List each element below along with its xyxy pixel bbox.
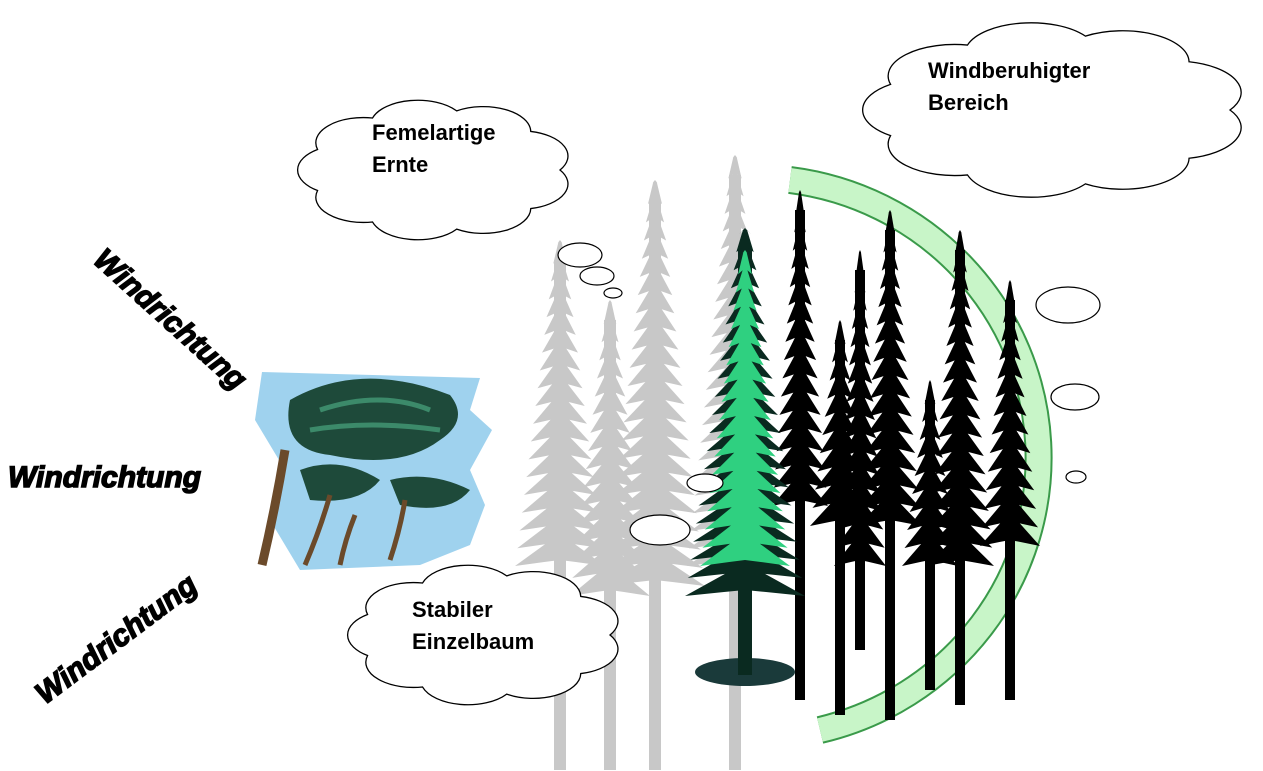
thought-bubble bbox=[1051, 384, 1099, 410]
cloud bbox=[863, 23, 1241, 197]
thought-bubble bbox=[558, 243, 602, 267]
cloud-label: Bereich bbox=[928, 90, 1009, 115]
wind-labels: Windrichtung Windrichtung Windrichtung bbox=[8, 243, 253, 711]
thought-bubble bbox=[630, 515, 690, 545]
thought-bubble bbox=[687, 474, 723, 492]
storm-picture bbox=[255, 372, 492, 570]
forest-trees bbox=[772, 190, 1040, 720]
cloud-label: Stabiler bbox=[412, 597, 493, 622]
diagram: Femelartige Ernte Windberuhigter Bereich Sta… bbox=[0, 0, 1263, 771]
wind-label: Windrichtung bbox=[29, 568, 203, 711]
wind-label: Windrichtung bbox=[8, 461, 201, 494]
cloud-label: Ernte bbox=[372, 152, 428, 177]
thought-bubble bbox=[1036, 287, 1100, 323]
clouds: Femelartige Ernte Windberuhigter Bereich Sta… bbox=[298, 23, 1242, 705]
cloud-label: Femelartige bbox=[372, 120, 496, 145]
thought-bubble bbox=[580, 267, 614, 285]
thought-bubble bbox=[1066, 471, 1086, 483]
cloud-label: Windberuhigter bbox=[928, 58, 1091, 83]
thought-bubble bbox=[604, 288, 622, 298]
tree-crown bbox=[772, 190, 828, 506]
wind-label: Windrichtung bbox=[87, 243, 253, 397]
cloud-label: Einzelbaum bbox=[412, 629, 534, 654]
